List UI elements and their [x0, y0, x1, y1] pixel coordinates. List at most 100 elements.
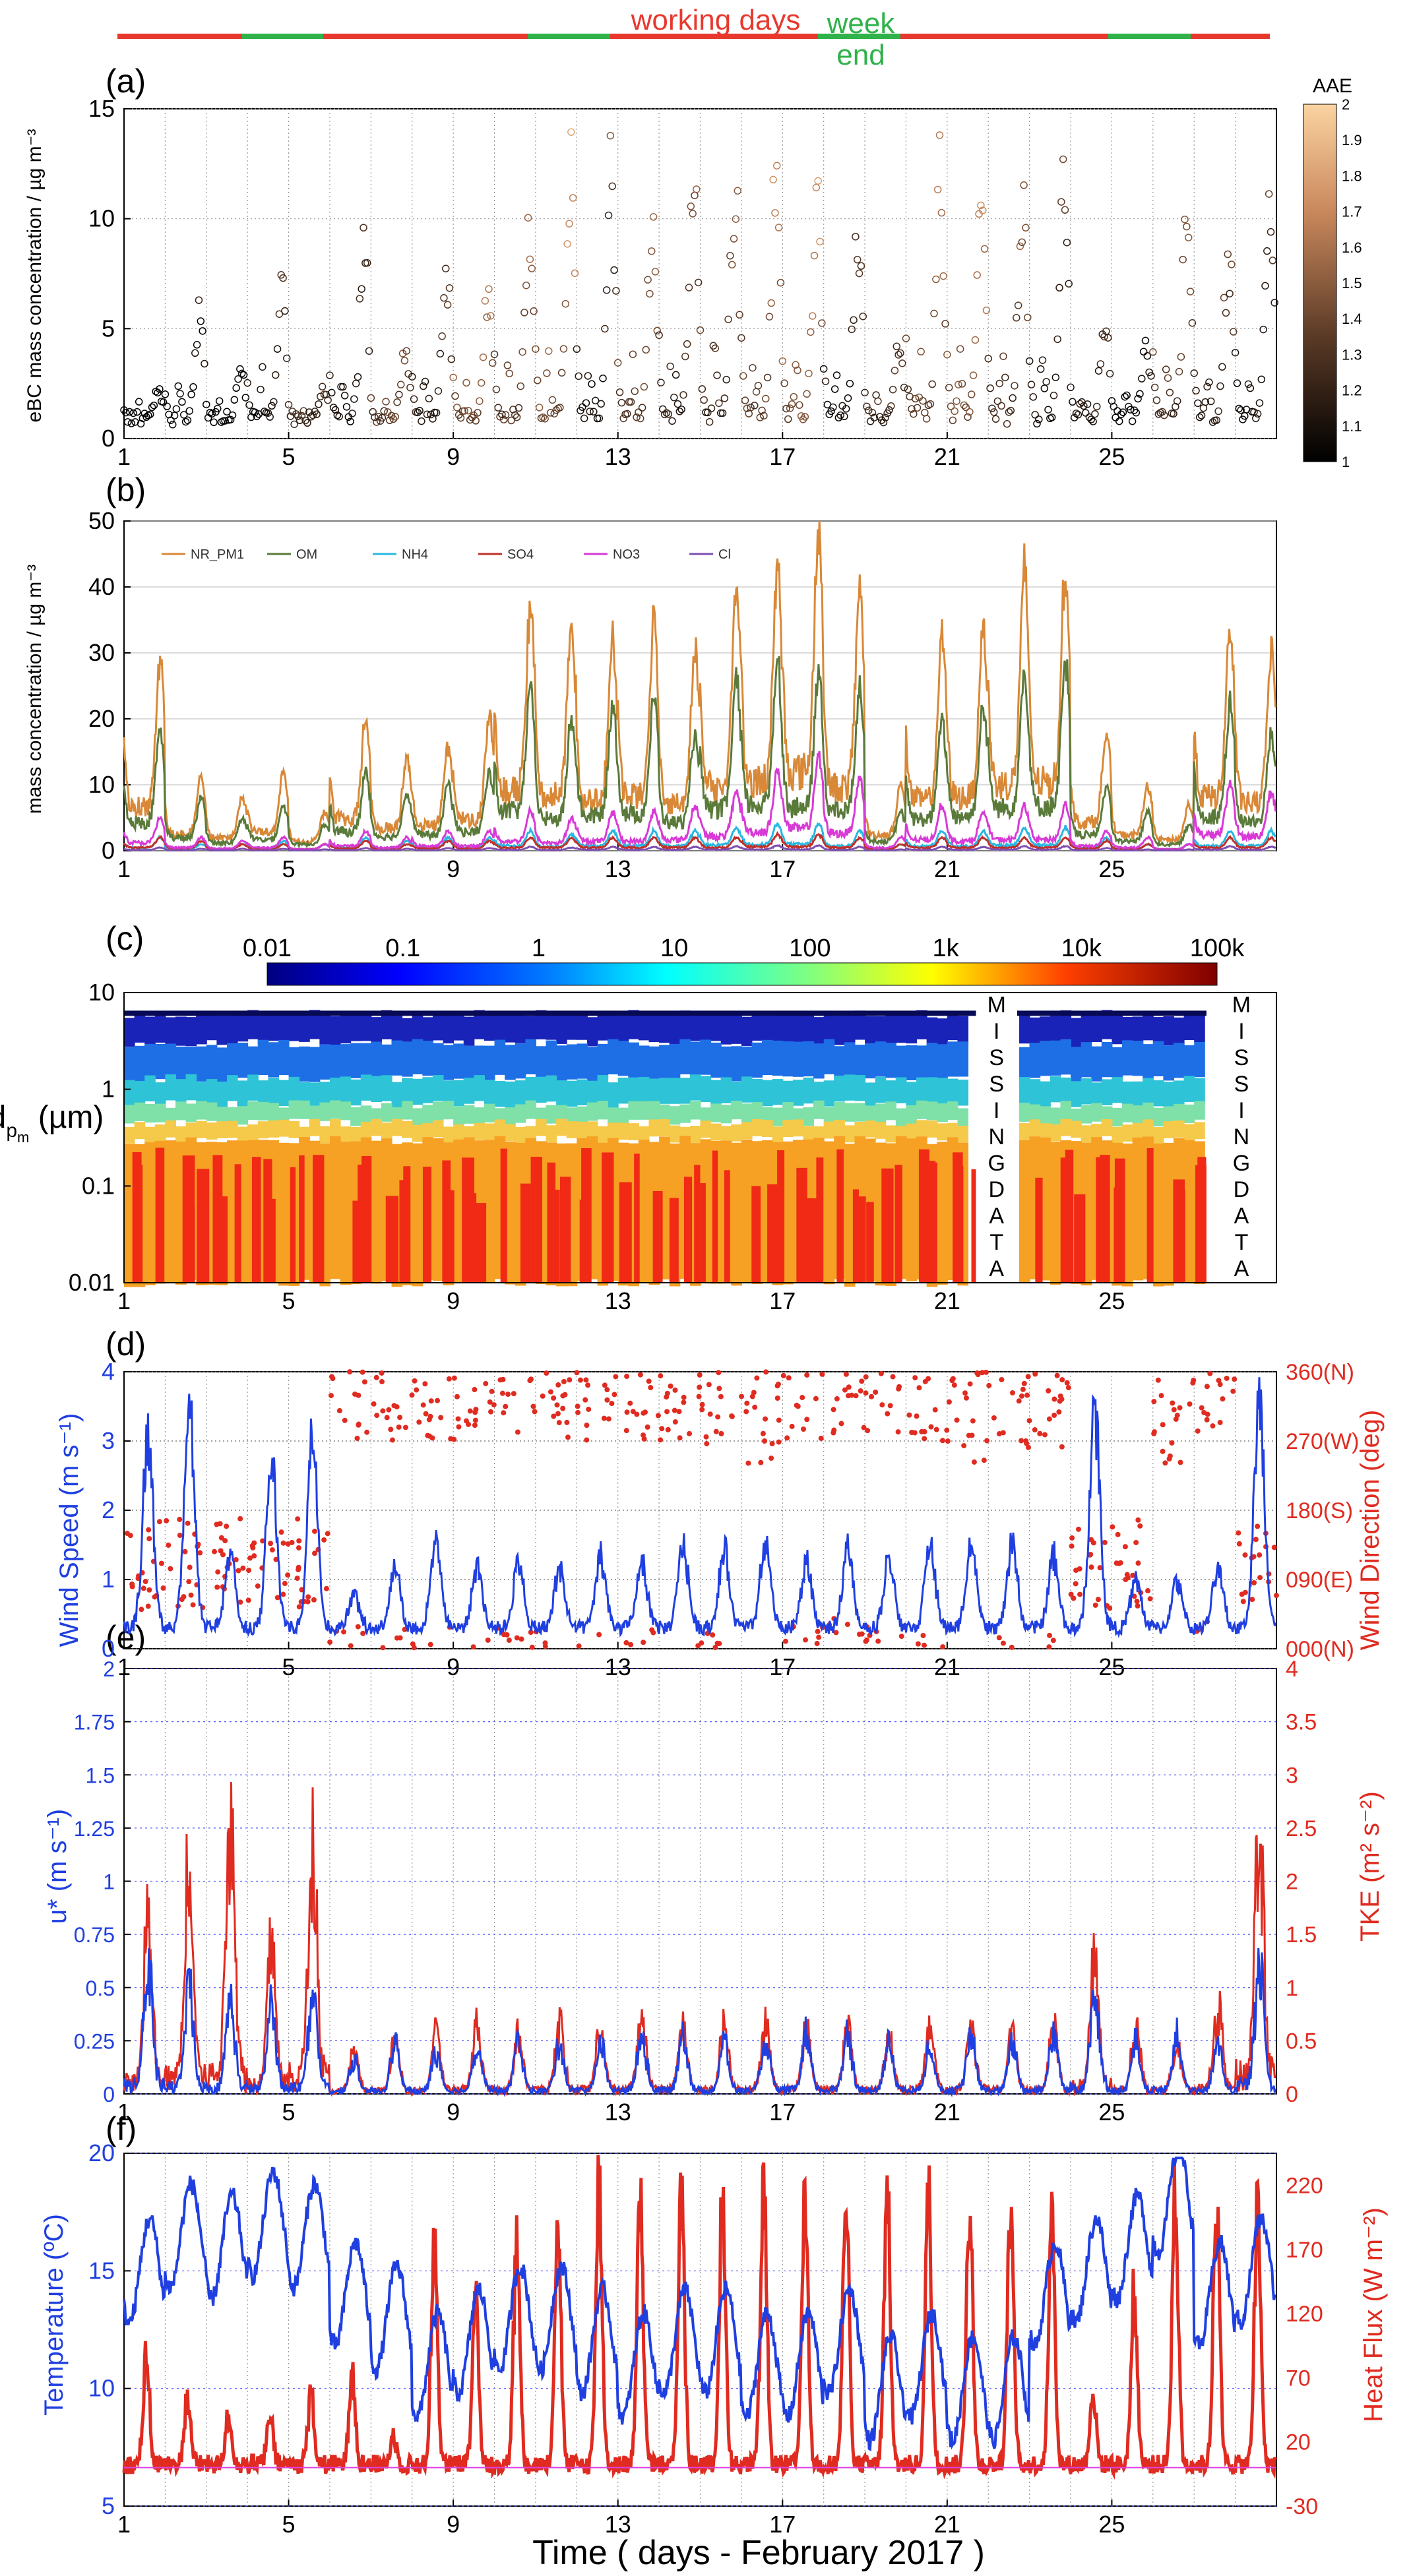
psd-band-3 — [474, 1107, 485, 1126]
ebc-point — [1055, 284, 1063, 292]
wind-direction-point — [984, 1438, 990, 1444]
psd-band-2 — [247, 1074, 259, 1101]
ebc-point — [146, 410, 154, 418]
wind-direction-point — [500, 1376, 506, 1382]
wind-direction-point — [342, 1417, 348, 1423]
wind-direction-point — [1000, 1640, 1006, 1646]
ebc-point — [1031, 411, 1039, 419]
wind-direction-point — [451, 1436, 457, 1442]
ebc-point — [1184, 233, 1193, 241]
wind-direction-point — [1201, 1409, 1207, 1415]
psd-red-streak — [953, 1152, 963, 1283]
ebc-point — [445, 284, 454, 292]
wind-direction-point — [567, 1377, 573, 1383]
ebc-point — [866, 417, 875, 425]
psd-band-3 — [525, 1100, 536, 1119]
ebc-point — [926, 400, 935, 408]
psd-band-0 — [865, 1016, 876, 1045]
wind-direction-point — [795, 1403, 801, 1409]
psd-band-3 — [196, 1101, 207, 1120]
wind-direction-point — [1059, 1377, 1065, 1383]
missing-data-letter: D — [1234, 1177, 1250, 1202]
psd-red-streak — [212, 1155, 223, 1283]
ebc-point — [864, 406, 873, 415]
wind-direction-point — [716, 1386, 722, 1392]
wind-direction-point — [1187, 1401, 1193, 1407]
wind-direction-point — [814, 1641, 820, 1647]
panel-e-ytick-right-label: 0 — [1286, 2082, 1298, 2107]
ebc-point — [1218, 363, 1226, 371]
ebc-point — [505, 369, 513, 378]
panel-a-xtick-label: 17 — [769, 443, 796, 470]
wind-direction-point — [780, 1372, 786, 1378]
psd-band-4 — [1132, 1122, 1144, 1140]
ebc-point — [1080, 402, 1088, 410]
wind-direction-point — [1032, 1427, 1038, 1433]
panel-e-ytick-label: 0.25 — [74, 2029, 115, 2053]
wind-direction-point — [623, 1428, 629, 1434]
ebc-point — [440, 294, 448, 302]
psd-band-4 — [360, 1121, 372, 1139]
ebc-point — [556, 404, 564, 412]
ebc-point — [335, 412, 343, 421]
ebc-point — [1164, 374, 1172, 382]
psd-red-streak — [751, 1186, 761, 1283]
wind-direction-point — [586, 1406, 592, 1412]
ebc-point — [522, 281, 530, 290]
ebc-point — [494, 404, 502, 412]
psd-band-1 — [1143, 1044, 1154, 1080]
aae-colorbar-tick-label: 1.5 — [1342, 275, 1362, 291]
wind-direction-point — [386, 1407, 392, 1413]
psd-band-2 — [226, 1075, 238, 1101]
psd-band-1 — [391, 1040, 403, 1076]
ebc-point — [563, 240, 571, 248]
psd-band-1 — [659, 1045, 670, 1080]
psd-red-streak — [500, 1148, 507, 1283]
psd-band-2 — [586, 1080, 598, 1107]
wind-direction-point — [769, 1441, 775, 1447]
wind-direction-point — [859, 1631, 865, 1637]
wind-direction-point — [561, 1378, 567, 1384]
wind-direction-point — [681, 1399, 687, 1405]
psd-band-3 — [1019, 1103, 1030, 1122]
ebc-point — [943, 350, 951, 359]
psd-band-3 — [402, 1101, 413, 1120]
psd-band-0 — [1081, 1015, 1092, 1045]
wind-direction-point — [429, 1435, 435, 1441]
wind-direction-point — [1242, 1589, 1248, 1595]
psd-band-2 — [916, 1077, 927, 1104]
ebc-point — [610, 266, 618, 274]
missing-data-letter: I — [1238, 1019, 1244, 1044]
wind-direction-point — [1204, 1384, 1210, 1390]
panel-d-ytick-right-label: 180(S) — [1286, 1498, 1353, 1523]
psd-band-3 — [751, 1102, 763, 1121]
psd-band-2 — [453, 1080, 464, 1107]
ebc-point — [408, 373, 416, 381]
wind-direction-point — [562, 1392, 568, 1397]
wind-direction-point — [1216, 1378, 1222, 1384]
ebc-point — [821, 377, 830, 385]
wind-direction-point — [1273, 1593, 1279, 1599]
psd-band-5 — [1152, 1143, 1164, 1287]
wind-direction-point — [295, 1516, 301, 1522]
psd-band-2 — [185, 1074, 197, 1101]
panel-a-xtick-label: 1 — [117, 443, 131, 470]
psd-band-2 — [381, 1075, 392, 1101]
wind-direction-point — [602, 1382, 608, 1388]
wind-direction-point — [649, 1627, 655, 1633]
ebc-point — [214, 404, 222, 413]
wind-direction-point — [815, 1628, 821, 1634]
psd-band-1 — [926, 1043, 938, 1078]
psd-band-2 — [617, 1078, 629, 1104]
ebc-point — [447, 355, 456, 363]
wind-direction-point — [879, 1402, 885, 1408]
ebc-point — [711, 344, 719, 352]
psd-band-2 — [792, 1080, 804, 1106]
ebc-point — [1132, 408, 1141, 417]
psd-band-1 — [535, 1046, 547, 1082]
wind-direction-point — [749, 1394, 755, 1399]
wind-direction-point — [397, 1415, 403, 1421]
wind-direction-point — [804, 1417, 810, 1423]
wind-direction-point — [142, 1579, 148, 1585]
ebc-point — [868, 408, 877, 417]
